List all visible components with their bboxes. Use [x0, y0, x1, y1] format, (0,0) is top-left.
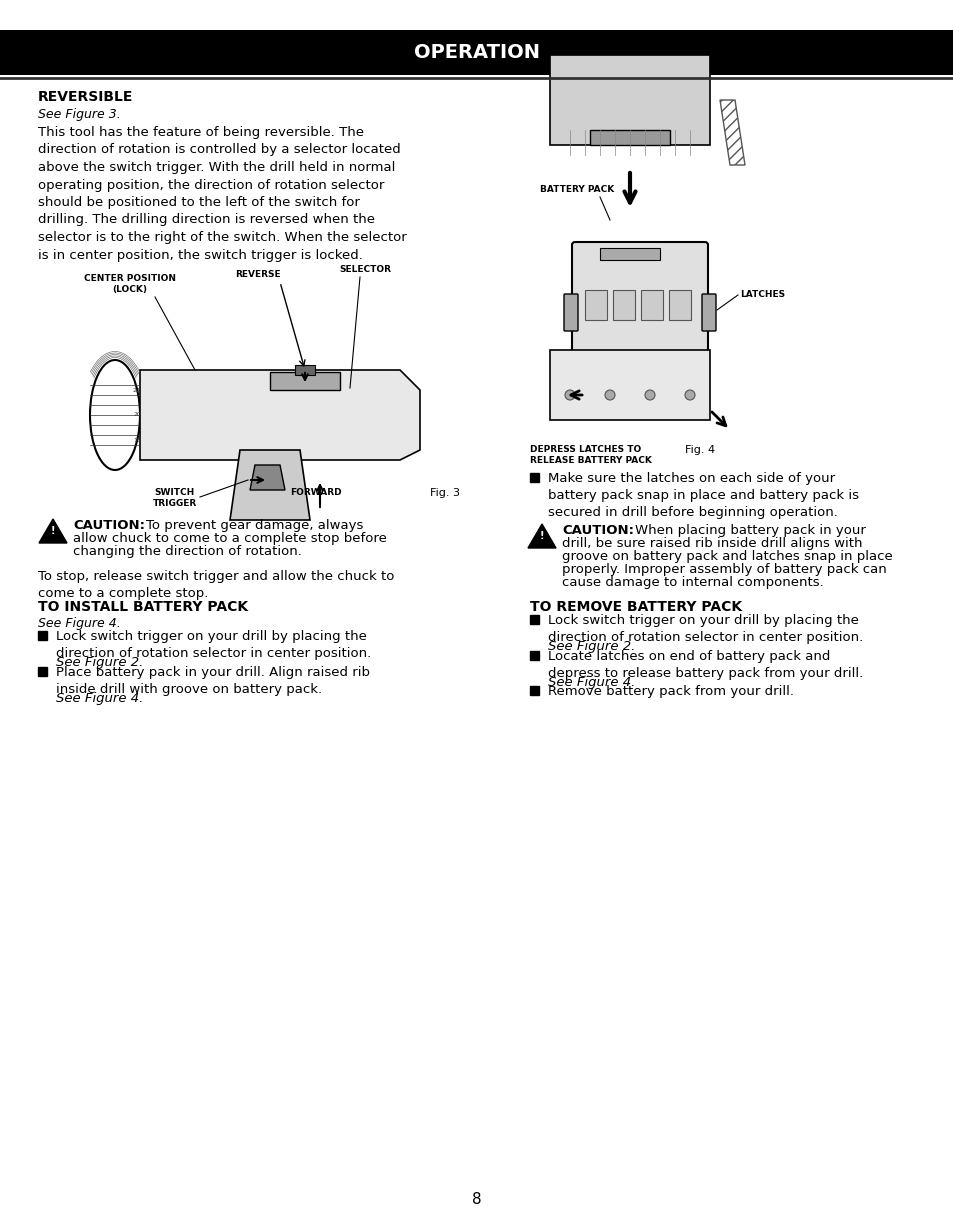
Text: FORWARD: FORWARD	[290, 488, 341, 497]
Polygon shape	[250, 465, 285, 490]
Polygon shape	[39, 519, 67, 543]
Text: properly. Improper assembly of battery pack can: properly. Improper assembly of battery p…	[561, 563, 886, 576]
Text: To prevent gear damage, always: To prevent gear damage, always	[146, 519, 363, 532]
Text: drill, be sure raised rib inside drill aligns with: drill, be sure raised rib inside drill a…	[561, 537, 862, 551]
Text: 18: 18	[133, 438, 141, 442]
Text: !: !	[51, 526, 55, 536]
Text: changing the direction of rotation.: changing the direction of rotation.	[73, 544, 301, 558]
Text: CAUTION:: CAUTION:	[73, 519, 145, 532]
Text: 22: 22	[132, 387, 141, 392]
Bar	[38, 630, 47, 640]
Polygon shape	[527, 524, 556, 548]
Text: groove on battery pack and latches snap in place: groove on battery pack and latches snap …	[561, 551, 892, 563]
Text: TO REMOVE BATTERY PACK: TO REMOVE BATTERY PACK	[530, 600, 741, 614]
Text: This tool has the feature of being reversible. The
direction of rotation is cont: This tool has the feature of being rever…	[38, 127, 406, 262]
Bar	[550, 55, 709, 145]
Bar	[584, 290, 606, 320]
Text: Make sure the latches on each side of your
battery pack snap in place and batter: Make sure the latches on each side of yo…	[547, 472, 858, 519]
Text: OPERATION: OPERATION	[414, 43, 539, 61]
Text: Lock switch trigger on your drill by placing the
direction of rotation selector : Lock switch trigger on your drill by pla…	[56, 630, 371, 660]
Text: LATCHES: LATCHES	[740, 290, 784, 299]
Circle shape	[604, 390, 615, 399]
Bar	[530, 651, 538, 660]
Bar	[599, 248, 659, 261]
Text: TO INSTALL BATTERY PACK: TO INSTALL BATTERY PACK	[38, 600, 248, 614]
FancyBboxPatch shape	[572, 242, 707, 358]
Text: BATTERY PACK: BATTERY PACK	[539, 186, 614, 194]
Bar	[668, 290, 690, 320]
Text: allow chuck to come to a complete stop before: allow chuck to come to a complete stop b…	[73, 532, 387, 544]
Bar	[640, 290, 662, 320]
Text: See Figure 4.: See Figure 4.	[547, 676, 635, 689]
Text: See Figure 2.: See Figure 2.	[56, 656, 143, 669]
Text: CENTER POSITION: CENTER POSITION	[84, 274, 175, 283]
Text: Lock switch trigger on your drill by placing the
direction of rotation selector : Lock switch trigger on your drill by pla…	[547, 614, 862, 644]
Bar	[270, 372, 339, 390]
FancyBboxPatch shape	[701, 294, 716, 331]
Text: 20: 20	[132, 413, 141, 418]
Text: cause damage to internal components.: cause damage to internal components.	[561, 576, 822, 589]
Text: SWITCH: SWITCH	[154, 488, 195, 497]
Text: Fig. 4: Fig. 4	[684, 445, 715, 455]
Bar	[0, 29, 953, 75]
Polygon shape	[230, 450, 310, 520]
Text: Remove battery pack from your drill.: Remove battery pack from your drill.	[547, 685, 793, 698]
Bar	[530, 614, 538, 624]
Text: (LOCK): (LOCK)	[112, 285, 148, 294]
Text: Fig. 3: Fig. 3	[430, 488, 459, 498]
Circle shape	[684, 390, 695, 399]
Bar	[530, 686, 538, 696]
Circle shape	[644, 390, 655, 399]
Text: See Figure 4.: See Figure 4.	[38, 617, 121, 630]
Polygon shape	[140, 370, 419, 460]
Text: SELECTOR: SELECTOR	[338, 265, 391, 274]
Text: TRIGGER: TRIGGER	[152, 499, 197, 508]
Bar	[530, 473, 538, 482]
FancyBboxPatch shape	[563, 294, 578, 331]
Bar	[613, 290, 635, 320]
Text: See Figure 3.: See Figure 3.	[38, 108, 121, 120]
Circle shape	[564, 390, 575, 399]
Bar	[550, 350, 709, 420]
Bar	[294, 365, 314, 375]
Text: RELEASE BATTERY PACK: RELEASE BATTERY PACK	[530, 456, 651, 465]
Text: Locate latches on end of battery pack and
depress to release battery pack from y: Locate latches on end of battery pack an…	[547, 650, 862, 680]
Bar	[38, 667, 47, 676]
Text: !: !	[539, 531, 543, 541]
Text: When placing battery pack in your: When placing battery pack in your	[635, 524, 865, 537]
Text: CAUTION:: CAUTION:	[561, 524, 634, 537]
Text: To stop, release switch trigger and allow the chuck to
come to a complete stop.: To stop, release switch trigger and allo…	[38, 570, 394, 600]
Text: 8: 8	[472, 1191, 481, 1207]
Bar	[589, 130, 669, 145]
Text: See Figure 4.: See Figure 4.	[56, 692, 143, 705]
Text: Place battery pack in your drill. Align raised rib
inside drill with groove on b: Place battery pack in your drill. Align …	[56, 666, 370, 696]
Text: See Figure 2.: See Figure 2.	[547, 640, 635, 653]
Text: REVERSE: REVERSE	[235, 270, 280, 279]
Text: DEPRESS LATCHES TO: DEPRESS LATCHES TO	[530, 445, 640, 454]
Text: REVERSIBLE: REVERSIBLE	[38, 90, 133, 104]
